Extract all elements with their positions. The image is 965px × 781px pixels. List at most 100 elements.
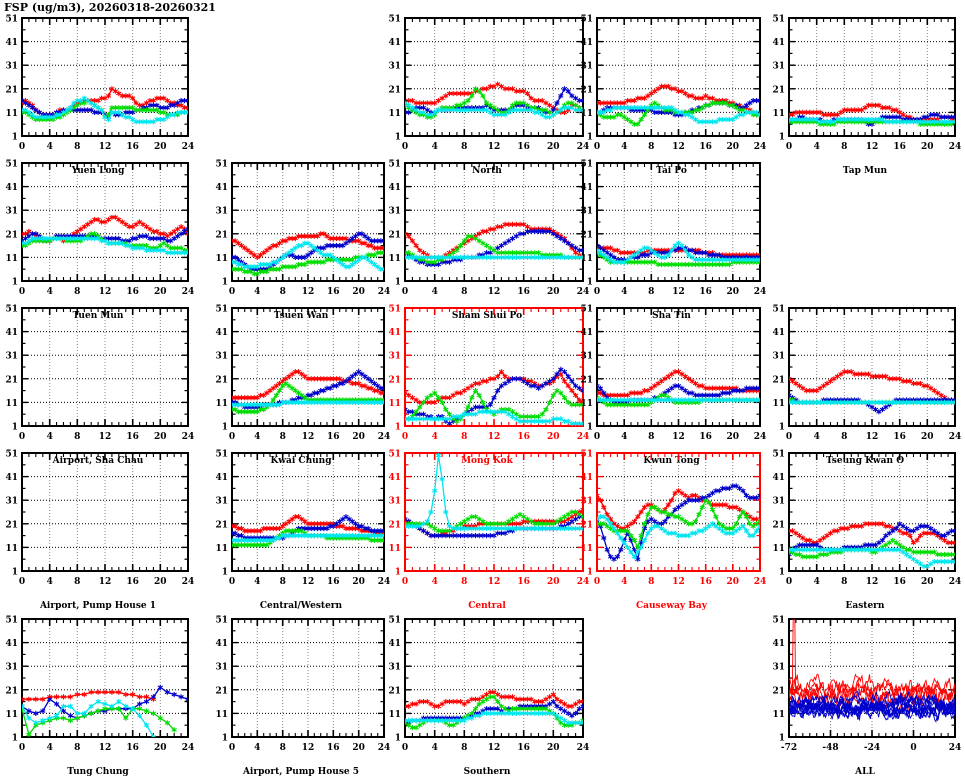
panel-label: Causeway Bay (575, 601, 768, 611)
y-tick-label: 1 (779, 133, 785, 143)
y-tick-label: 11 (5, 399, 18, 409)
x-tick-label: 0 (594, 432, 600, 442)
y-tick-label: 21 (388, 230, 401, 240)
y-tick-label: 41 (580, 328, 593, 338)
x-tick-label: 20 (727, 142, 740, 152)
y-tick-label: 51 (580, 305, 593, 315)
y-tick-label: 41 (772, 328, 785, 338)
x-tick-label: 0 (19, 577, 25, 587)
y-tick-label: 51 (772, 305, 785, 315)
x-tick-label: 16 (126, 287, 139, 297)
y-tick-label: 51 (215, 450, 228, 460)
plot-frame (405, 308, 583, 426)
x-tick-label: 8 (461, 142, 467, 152)
y-tick-label: 1 (12, 568, 18, 578)
x-tick-label: 24 (182, 142, 195, 152)
x-tick-label: 20 (352, 432, 365, 442)
x-tick-label: 8 (74, 577, 80, 587)
y-tick-label: 41 (5, 183, 18, 193)
x-tick-label: 20 (154, 142, 167, 152)
x-tick-label: 20 (352, 287, 365, 297)
y-tick-label: 41 (388, 183, 401, 193)
x-tick-label: 8 (74, 142, 80, 152)
x-tick-label: 20 (921, 432, 934, 442)
y-tick-label: 1 (587, 278, 593, 288)
y-tick-label: 11 (5, 544, 18, 554)
y-tick-label: 41 (772, 473, 785, 483)
y-tick-label: 31 (772, 62, 785, 72)
series-marker-blue (601, 535, 606, 540)
y-tick-label: 41 (772, 38, 785, 48)
y-tick-label: 41 (5, 328, 18, 338)
x-tick-label: 24 (182, 287, 195, 297)
y-tick-label: 31 (580, 207, 593, 217)
plot-frame (597, 453, 760, 571)
x-tick-label: 20 (547, 432, 560, 442)
y-tick-label: 51 (388, 305, 401, 315)
y-tick-label: 41 (215, 183, 228, 193)
x-tick-label: 24 (754, 287, 767, 297)
x-tick-label: 0 (402, 142, 408, 152)
x-tick-label: 4 (621, 287, 627, 297)
y-tick-label: 31 (580, 352, 593, 362)
x-tick-label: 24 (182, 432, 195, 442)
y-tick-label: 1 (395, 423, 401, 433)
x-tick-label: 0 (229, 577, 235, 587)
series-marker-green (710, 507, 715, 512)
panel-label: Tap Mun (767, 166, 963, 176)
x-tick-label: 8 (648, 432, 654, 442)
x-tick-label: 0 (229, 432, 235, 442)
y-tick-label: 1 (587, 133, 593, 143)
y-tick-label: 41 (5, 38, 18, 48)
y-tick-label: 31 (5, 62, 18, 72)
series-marker-red (601, 505, 606, 510)
x-tick-label: 12 (672, 287, 685, 297)
y-tick-label: 31 (580, 497, 593, 507)
x-tick-label: 8 (648, 577, 654, 587)
x-tick-label: 0 (402, 287, 408, 297)
x-tick-label: 8 (648, 287, 654, 297)
y-tick-label: 1 (222, 423, 228, 433)
y-tick-label: 11 (580, 544, 593, 554)
x-tick-label: 4 (432, 577, 438, 587)
x-tick-label: 12 (99, 142, 112, 152)
x-tick-label: 12 (302, 577, 315, 587)
series-line-red (22, 89, 188, 115)
y-tick-label: 31 (772, 352, 785, 362)
x-tick-label: 24 (754, 432, 767, 442)
series-marker-green (518, 512, 523, 517)
x-tick-label: 20 (921, 142, 934, 152)
plot-frame (22, 453, 188, 571)
series-line-cyan (405, 455, 583, 528)
y-tick-label: 1 (222, 568, 228, 578)
x-tick-label: 0 (19, 287, 25, 297)
x-tick-label: 20 (154, 432, 167, 442)
y-tick-label: 51 (388, 160, 401, 170)
